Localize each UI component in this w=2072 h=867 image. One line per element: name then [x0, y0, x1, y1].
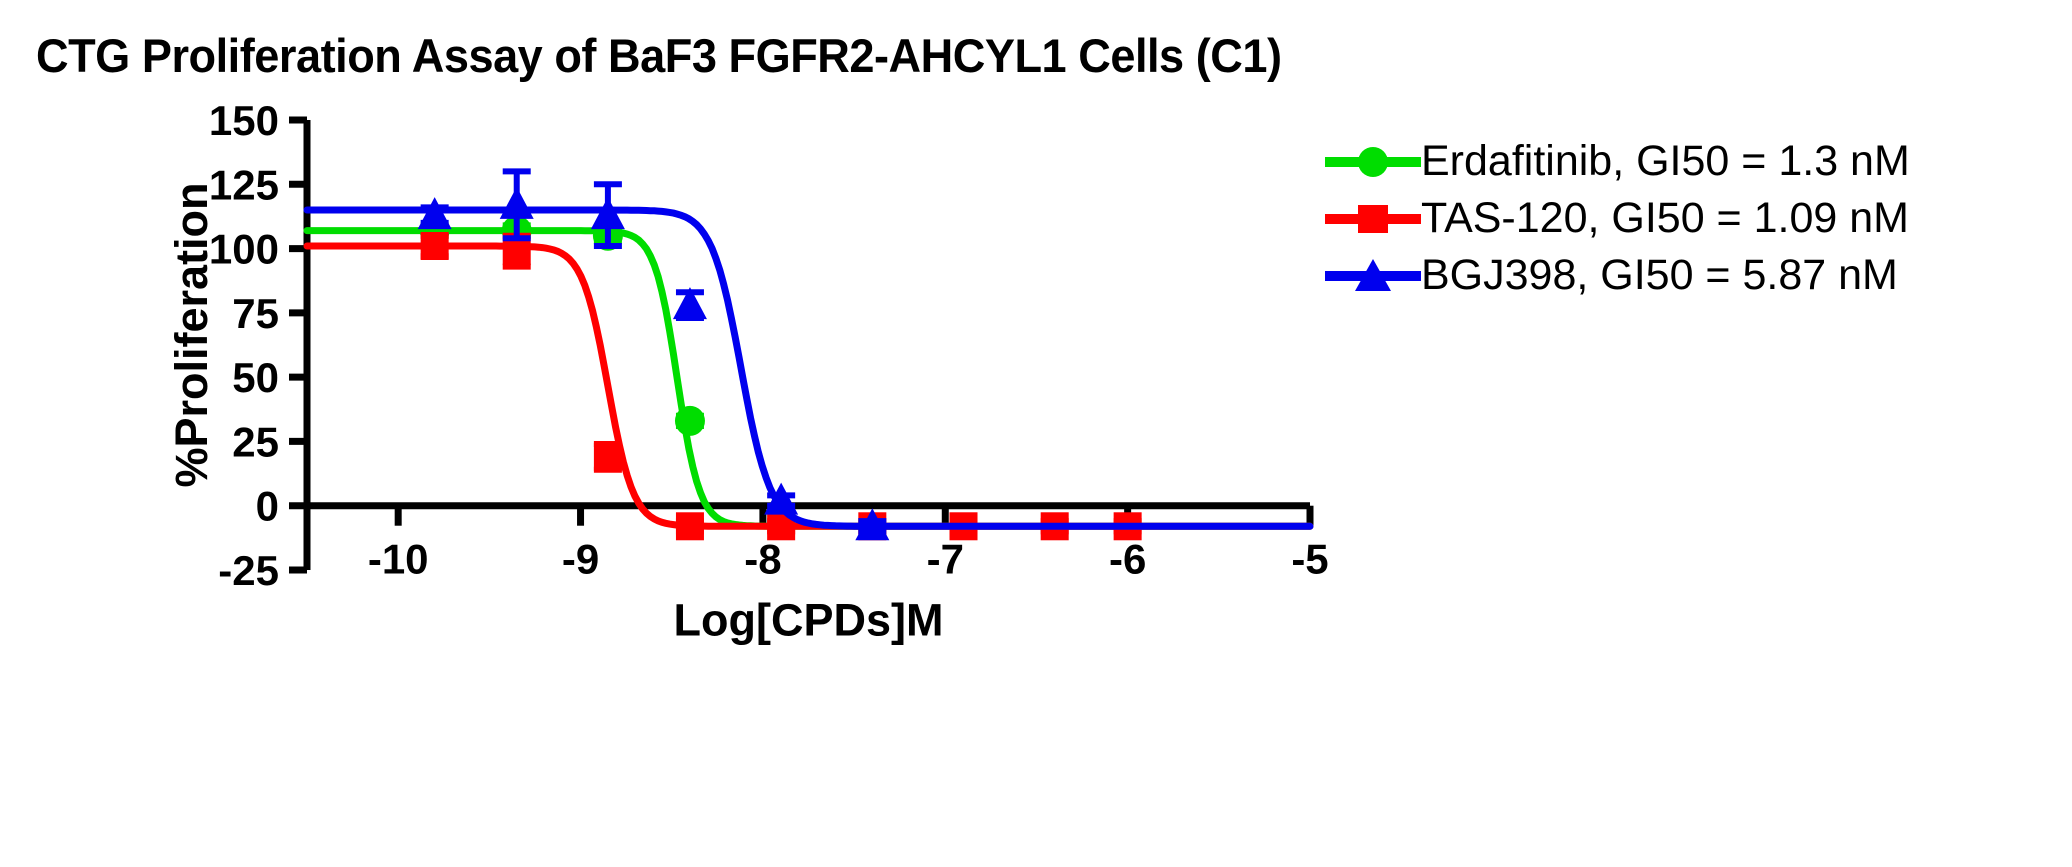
data-point-triangle: [855, 508, 890, 541]
plot-svg: -25 0 25 50 75 100 125 150 -10 -9 -8 -7 -6 -5 Log[CPDs…: [166, 97, 1329, 646]
plot-area: -25 0 25 50 75 100 125 150 -10 -9 -8 -7 -6 -5 Log[CPDs…: [166, 97, 1329, 646]
series-curve-1: [303, 227, 1314, 530]
data-point-square: [420, 232, 449, 260]
legend-item-3[interactable]: BGJ398, GI50 = 5.87 nM: [1325, 247, 2065, 304]
series-curve-3: [303, 206, 1314, 530]
y-axis-title: %Proliferation: [166, 182, 217, 487]
x-tick-label: -5: [1291, 536, 1328, 583]
data-point-triangle: [590, 197, 625, 230]
y-tick-label: 75: [232, 290, 279, 337]
legend-label: BGJ398, GI50 = 5.87 nM: [1421, 251, 1898, 299]
data-point-circle: [674, 405, 705, 436]
x-tick-label: -10: [368, 536, 429, 583]
y-tick-label: 150: [209, 97, 279, 144]
data-point-triangle: [417, 197, 452, 230]
x-tick-label: -7: [927, 536, 964, 583]
y-tick-label: 125: [209, 161, 279, 208]
y-tick-label: 25: [232, 418, 279, 465]
y-tick-label: 0: [256, 483, 279, 530]
legend-key-circle-icon: [1325, 139, 1421, 185]
legend-item-1[interactable]: Erdafitinib, GI50 = 1.3 nM: [1325, 133, 2065, 190]
x-axis-title: Log[CPDs]M: [674, 595, 944, 646]
legend-item-2[interactable]: TAS-120, GI50 = 1.09 nM: [1325, 190, 2065, 247]
legend-marker-triangle-icon: [1355, 258, 1391, 291]
x-tick-label: -8: [744, 536, 781, 583]
data-point-square: [675, 512, 704, 541]
data-point-triangle: [672, 287, 707, 320]
legend-marker-circle-icon: [1358, 146, 1388, 177]
y-tick-label: -25: [218, 547, 279, 594]
data-point-square: [502, 237, 531, 266]
data-point-triangle: [499, 186, 534, 219]
y-tick-label: 50: [232, 354, 279, 401]
series-curve-2: [303, 242, 1314, 530]
y-tick-label: 100: [209, 226, 279, 273]
legend-key-square-icon: [1325, 196, 1421, 242]
data-point-square: [593, 442, 622, 471]
legend-marker-square-icon: [1358, 204, 1388, 233]
legend-label: TAS-120, GI50 = 1.09 nM: [1421, 194, 1909, 242]
chart-title: CTG Proliferation Assay of BaF3 FGFR2-AH…: [36, 29, 1282, 82]
x-tick-label: -9: [562, 536, 599, 583]
chart-legend: Erdafitinib, GI50 = 1.3 nM TAS-120, GI50 …: [1325, 133, 2065, 304]
legend-key-triangle-icon: [1325, 253, 1421, 299]
legend-label: Erdafitinib, GI50 = 1.3 nM: [1421, 137, 1910, 185]
x-tick-label: -6: [1109, 536, 1146, 583]
data-point-triangle: [764, 482, 799, 515]
